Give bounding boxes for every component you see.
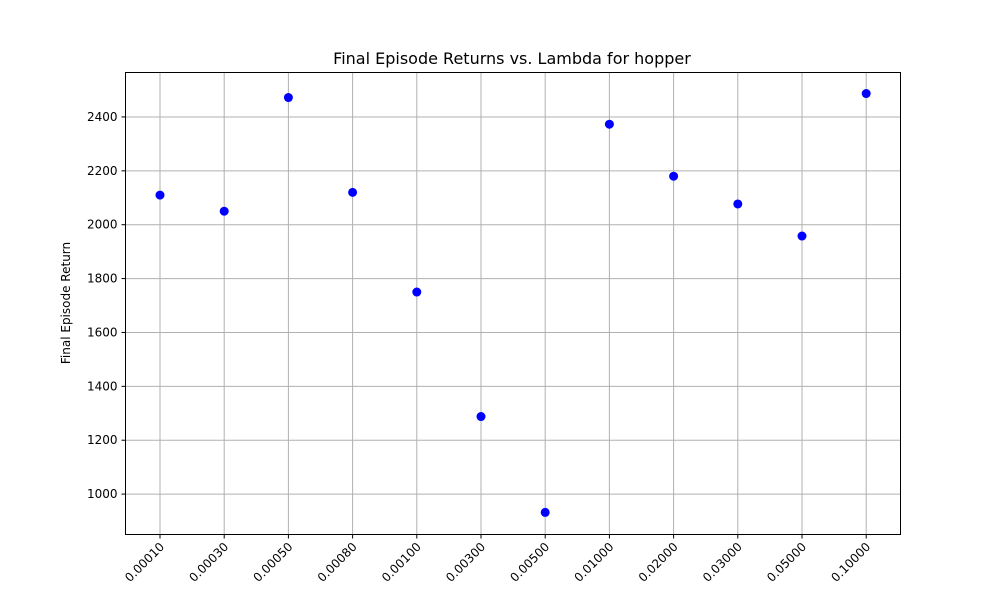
data-point <box>669 171 679 181</box>
y-tick-label: 1800 <box>87 272 118 286</box>
data-point <box>797 231 807 241</box>
x-tick-label: 0.00010 <box>122 540 167 585</box>
y-tick-label: 2400 <box>87 110 118 124</box>
data-point <box>155 190 165 200</box>
data-point <box>412 287 422 297</box>
y-axis-ticks: 1000 1200 1400 1600 1800 2000 2200 2400 <box>87 110 126 501</box>
data-points <box>155 89 871 517</box>
x-axis-ticks: 0.00010 0.00030 0.00050 0.00080 0.00100 0.003… <box>122 534 873 585</box>
plot-frame <box>125 72 901 535</box>
data-point <box>733 199 743 209</box>
data-point <box>219 206 229 216</box>
y-tick-label: 1400 <box>87 379 118 393</box>
x-tick-label: 0.00100 <box>379 540 424 585</box>
y-axis-label: Final Episode Return <box>59 242 73 364</box>
x-tick-label: 0.00030 <box>186 540 231 585</box>
data-point <box>540 507 550 517</box>
chart-title: Final Episode Returns vs. Lambda for hop… <box>333 49 691 68</box>
x-tick-label: 0.03000 <box>700 540 745 585</box>
y-tick-label: 1600 <box>87 325 118 339</box>
data-point <box>604 119 614 129</box>
y-tick-label: 2000 <box>87 218 118 232</box>
x-tick-label: 0.00300 <box>443 540 488 585</box>
grid <box>125 72 901 535</box>
data-point <box>348 187 358 197</box>
x-tick-label: 0.00500 <box>507 540 552 585</box>
y-tick-label: 2200 <box>87 164 118 178</box>
x-tick-label: 0.00050 <box>251 540 296 585</box>
x-tick-label: 0.05000 <box>764 540 809 585</box>
x-tick-label: 0.01000 <box>572 540 617 585</box>
x-tick-label: 0.00080 <box>315 540 360 585</box>
data-point <box>283 93 293 103</box>
y-tick-label: 1000 <box>87 487 118 501</box>
x-tick-label: 0.10000 <box>828 540 873 585</box>
x-tick-label: 0.02000 <box>636 540 681 585</box>
data-point <box>476 412 486 422</box>
y-tick-label: 1200 <box>87 433 118 447</box>
data-point <box>861 89 871 99</box>
